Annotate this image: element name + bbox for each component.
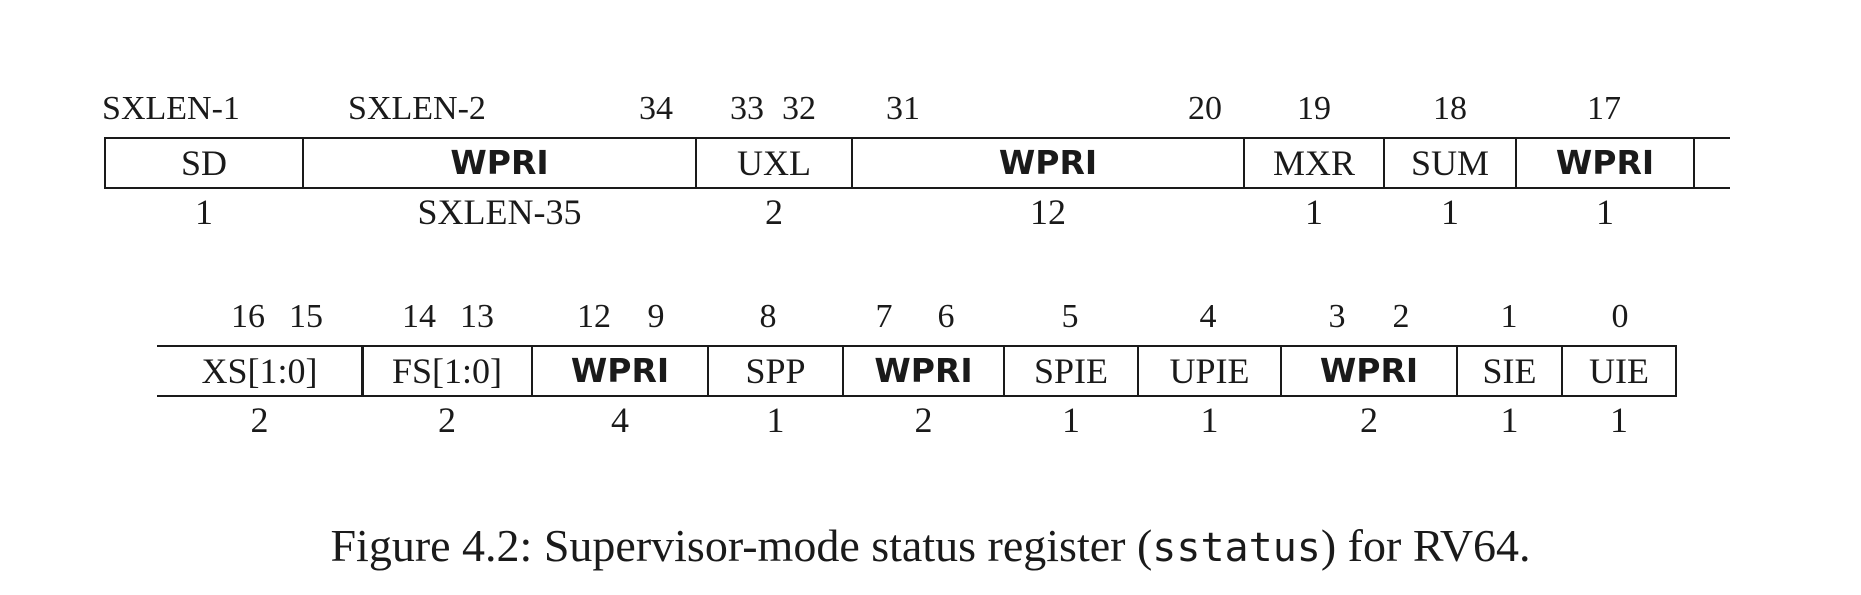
field-width-label: 2 xyxy=(438,400,456,440)
register-field: WPRI xyxy=(303,137,696,189)
register-field: UIE xyxy=(1562,345,1676,397)
bit-position-label: 5 xyxy=(1061,298,1079,335)
register-field: UPIE xyxy=(1138,345,1281,397)
bit-position-label: 0 xyxy=(1611,298,1629,335)
caption-prefix: Figure 4.2: Supervisor-mode status regis… xyxy=(330,520,1153,571)
register-field: MXR xyxy=(1244,137,1384,189)
register-field: SPP xyxy=(708,345,843,397)
bit-position-label: 13 xyxy=(460,298,494,335)
field-divider xyxy=(1003,345,1005,397)
field-divider xyxy=(1137,345,1139,397)
register-field: WPRI xyxy=(852,137,1244,189)
bit-position-label: 14 xyxy=(402,298,436,335)
field-width-label: 1 xyxy=(1610,400,1628,440)
register-field: SD xyxy=(105,137,303,189)
caption-code: sstatus xyxy=(1152,525,1321,571)
register-field: SIE xyxy=(1457,345,1562,397)
field-width-label: 2 xyxy=(765,192,783,232)
field-divider xyxy=(104,137,106,189)
field-width-label: 1 xyxy=(766,400,785,440)
bit-position-label: 4 xyxy=(1199,298,1217,335)
register-field xyxy=(1694,137,1730,189)
field-width-label: 2 xyxy=(914,400,933,440)
register-field: FS[1:0] xyxy=(362,345,532,397)
bit-position-label: 3 xyxy=(1328,298,1346,335)
register-field: WPRI xyxy=(1281,345,1457,397)
field-divider xyxy=(842,345,844,397)
field-width-label: 1 xyxy=(1062,400,1080,440)
bit-position-label: 9 xyxy=(647,298,665,335)
field-width-label: 1 xyxy=(1305,192,1323,232)
register-field: SUM xyxy=(1384,137,1516,189)
field-divider xyxy=(1561,345,1563,397)
bit-position-label: SXLEN-2 xyxy=(348,90,486,127)
caption-suffix: ) for RV64. xyxy=(1320,520,1531,571)
field-divider xyxy=(1280,345,1282,397)
field-width-label: 2 xyxy=(1360,400,1378,440)
bit-position-label: 19 xyxy=(1297,90,1331,127)
field-width-label: SXLEN-35 xyxy=(417,192,582,232)
field-width-label: 4 xyxy=(611,400,629,440)
bit-position-label: 31 xyxy=(886,90,920,127)
register-field: WPRI xyxy=(532,345,708,397)
bit-position-label: 1 xyxy=(1500,298,1518,335)
bit-position-label: 18 xyxy=(1433,90,1467,127)
field-divider xyxy=(695,137,697,189)
field-divider xyxy=(1243,137,1245,189)
bit-position-label: 34 xyxy=(639,90,673,127)
register-field: XS[1:0] xyxy=(157,345,362,397)
field-width-label: 1 xyxy=(1596,192,1614,232)
field-divider xyxy=(851,137,853,189)
register-field: SPIE xyxy=(1004,345,1138,397)
bit-position-label: 32 xyxy=(782,90,816,127)
bit-position-label: 17 xyxy=(1587,90,1621,127)
field-width-label: 1 xyxy=(1441,192,1459,232)
bit-position-label: 33 xyxy=(730,90,764,127)
register-field: WPRI xyxy=(843,345,1004,397)
register-field: WPRI xyxy=(1516,137,1694,189)
field-width-label: 1 xyxy=(1200,400,1219,440)
field-divider xyxy=(361,345,364,397)
field-width-label: 1 xyxy=(1500,400,1519,440)
bit-position-label: 8 xyxy=(759,298,777,335)
bit-position-label: 15 xyxy=(289,298,323,335)
field-divider xyxy=(1515,137,1517,189)
bit-position-label: 20 xyxy=(1188,90,1222,127)
field-width-label: 2 xyxy=(250,400,269,440)
field-divider xyxy=(1675,345,1677,397)
field-divider xyxy=(707,345,709,397)
bit-position-label: SXLEN-1 xyxy=(102,90,240,127)
field-width-label: 12 xyxy=(1030,192,1066,232)
bit-position-label: 6 xyxy=(937,298,955,335)
field-divider xyxy=(1693,137,1695,189)
field-divider xyxy=(531,345,533,397)
bit-position-label: 12 xyxy=(577,298,611,335)
register-field: UXL xyxy=(696,137,852,189)
field-width-label: 1 xyxy=(195,192,213,232)
bit-position-label: 2 xyxy=(1392,298,1410,335)
field-divider xyxy=(302,137,304,189)
field-divider xyxy=(1383,137,1385,189)
field-divider xyxy=(1456,345,1458,397)
bit-position-label: 16 xyxy=(231,298,265,335)
bit-position-label: 7 xyxy=(875,298,893,335)
figure-caption: Figure 4.2: Supervisor-mode status regis… xyxy=(0,518,1861,576)
